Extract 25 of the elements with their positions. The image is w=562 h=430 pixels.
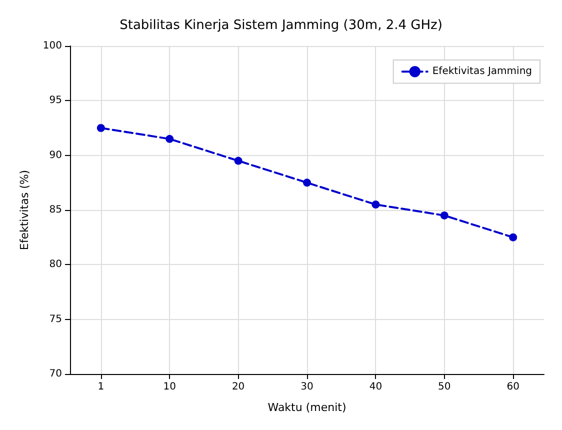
point <box>303 178 311 187</box>
point <box>166 134 174 143</box>
y-tick-label: 70 <box>49 368 62 380</box>
x-tick-label: 50 <box>438 382 451 392</box>
y-tick-label: 75 <box>49 314 62 325</box>
x-tick-label: 60 <box>506 382 520 392</box>
x-tick-label: 1 <box>98 382 104 392</box>
y-tick-label: 80 <box>49 259 62 270</box>
point <box>509 233 518 242</box>
x-tick-label: 10 <box>163 382 176 392</box>
x-tick-label: 20 <box>232 382 245 392</box>
y-tick-label: 90 <box>49 150 62 161</box>
y-tick-label: 85 <box>49 204 62 216</box>
point <box>234 156 242 165</box>
point <box>96 124 105 132</box>
y-tick-label: 95 <box>49 95 62 106</box>
x-tick-label: 30 <box>300 382 314 392</box>
legend-label: Efektivitas Jamming <box>432 66 532 78</box>
chart-title: Stabilitas Kinerja Sistem Jamming (30m, 2.4 GHz) <box>120 18 442 33</box>
y-axis-title: Efektivitas (%) <box>18 170 31 250</box>
point <box>372 200 380 209</box>
x-tick-label: 40 <box>369 382 382 392</box>
y-tick-label: 100 <box>42 40 62 52</box>
x-axis-title: Waktu (menit) <box>268 401 346 414</box>
point <box>440 211 448 220</box>
